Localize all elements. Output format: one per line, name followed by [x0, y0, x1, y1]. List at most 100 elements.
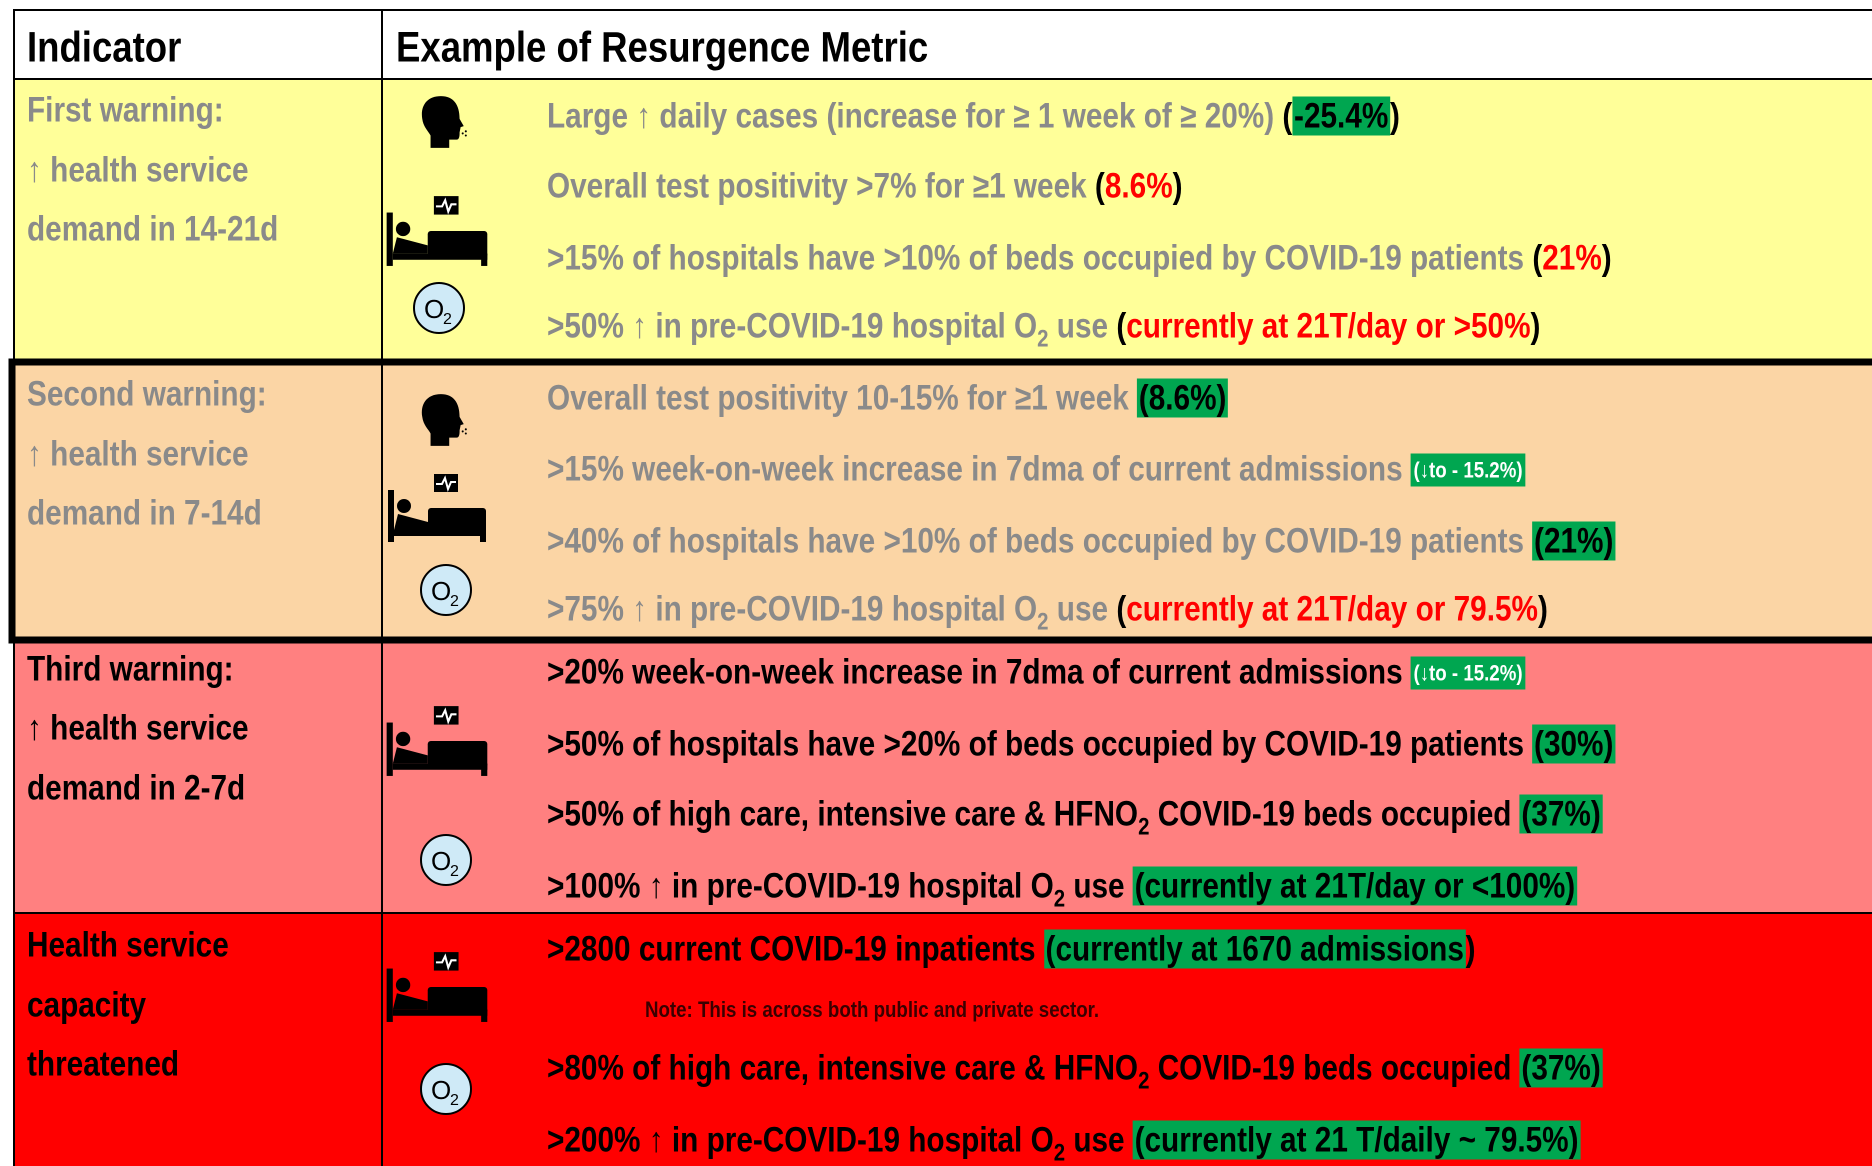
value: 8.6%	[1104, 166, 1173, 206]
o2-icon: O 2	[420, 834, 472, 886]
text: >50% ↑ in pre-COVID-19 hospital O	[547, 306, 1038, 346]
text: )	[1537, 589, 1548, 629]
value: (30%)	[1532, 724, 1616, 764]
text: >80% of high care, intensive care & HFNO	[547, 1048, 1139, 1088]
o2-label: O	[431, 846, 451, 876]
text: >15% week-on-week increase in 7dma of cu…	[547, 449, 1411, 489]
text: (	[1532, 238, 1543, 278]
o2-sub: 2	[443, 311, 452, 328]
indicator: ↑ health service	[27, 434, 249, 474]
o2-label: O	[431, 576, 451, 606]
o2-icon: O 2	[420, 564, 472, 616]
subscript: 2	[1053, 885, 1066, 913]
metric: >50% ↑ in pre-COVID-19 hospital O2 use (…	[547, 309, 1540, 352]
text: )	[1530, 306, 1541, 346]
value: 21%	[1542, 238, 1602, 278]
o2-sub: 2	[450, 1092, 459, 1109]
metric: Large ↑ daily cases (increase for ≥ 1 we…	[547, 96, 1400, 136]
o2-label: O	[424, 294, 444, 324]
subscript: 2	[1138, 1067, 1150, 1095]
metric: >2800 current COVID-19 inpatients (curre…	[547, 929, 1476, 969]
metric: >80% of high care, intensive care & HFNO…	[547, 1048, 1603, 1095]
text: >100% ↑ in pre-COVID-19 hospital O	[547, 866, 1054, 906]
subscript: 2	[1037, 608, 1049, 636]
text: use	[1048, 306, 1117, 346]
text: >15% of hospitals have >10% of beds occu…	[547, 238, 1533, 278]
metric: Overall test positivity 10-15% for ≥1 we…	[547, 378, 1229, 418]
subscript: 2	[1053, 1139, 1066, 1166]
value: (currently at 1670 admissions	[1043, 929, 1466, 969]
text: )	[1465, 929, 1476, 969]
text: Overall test positivity >7% for ≥1 week	[547, 166, 1095, 206]
text: >50% of hospitals have >20% of beds occu…	[547, 724, 1533, 764]
text: >200% ↑ in pre-COVID-19 hospital O	[547, 1120, 1054, 1160]
header-bg	[14, 10, 1872, 79]
indicator: Third warning:	[27, 649, 234, 689]
value: (8.6%)	[1137, 378, 1229, 418]
text: (	[1116, 589, 1127, 629]
text: )	[1172, 166, 1183, 206]
subscript: 2	[1037, 325, 1049, 353]
text: Overall test positivity 10-15% for ≥1 we…	[547, 378, 1138, 418]
row-bg	[14, 79, 1872, 360]
value: (↓to - 15.2%)	[1410, 656, 1526, 690]
o2-icon: O 2	[420, 1063, 472, 1115]
indicator: demand in 2-7d	[27, 768, 246, 808]
indicator: ↑ health service	[27, 150, 249, 190]
text: )	[1390, 96, 1400, 136]
metric: >75% ↑ in pre-COVID-19 hospital O2 use (…	[547, 592, 1548, 635]
o2-sub: 2	[450, 593, 459, 610]
o2-sub: 2	[450, 863, 459, 880]
indicator: threatened	[27, 1044, 180, 1084]
value: currently at 21T/day or 79.5%	[1126, 589, 1538, 629]
note: Note: This is across both public and pri…	[645, 997, 1100, 1022]
o2-label: O	[431, 1075, 451, 1105]
row-bg	[14, 360, 1872, 642]
metric: >20% week-on-week increase in 7dma of cu…	[547, 652, 1526, 692]
indicator: Health service	[27, 925, 229, 965]
text: (	[1116, 306, 1127, 346]
text: use	[1048, 589, 1117, 629]
value: -25.4%	[1292, 96, 1391, 136]
value: (21%)	[1532, 521, 1616, 561]
indicator: ↑ health service	[27, 708, 249, 748]
value: (37%)	[1519, 1048, 1603, 1088]
text: use	[1065, 1120, 1133, 1160]
text: COVID-19 beds occupied	[1149, 1048, 1520, 1088]
metric: >100% ↑ in pre-COVID-19 hospital O2 use …	[547, 866, 1577, 913]
text: (	[1282, 96, 1293, 136]
o2-icon: O 2	[413, 282, 465, 334]
column-header: Example of Resurgence Metric	[396, 23, 929, 72]
value: (currently at 21 T/daily ~ 79.5%)	[1132, 1120, 1581, 1160]
indicator: First warning:	[27, 90, 224, 130]
text: use	[1065, 866, 1133, 906]
indicator: demand in 7-14d	[27, 493, 262, 533]
indicator: capacity	[27, 985, 147, 1025]
value: (37%)	[1519, 794, 1603, 834]
metric: >50% of hospitals have >20% of beds occu…	[547, 724, 1616, 764]
metric: >15% of hospitals have >10% of beds occu…	[547, 241, 1612, 276]
text: Large ↑ daily cases (increase for ≥ 1 we…	[547, 96, 1283, 136]
metric: Overall test positivity >7% for ≥1 week …	[547, 169, 1183, 204]
text: >75% ↑ in pre-COVID-19 hospital O	[547, 589, 1038, 629]
text: COVID-19 beds occupied	[1149, 794, 1520, 834]
subscript: 2	[1138, 813, 1150, 841]
indicator: Second warning:	[27, 374, 267, 414]
text: >40% of hospitals have >10% of beds occu…	[547, 521, 1533, 561]
value: currently at 21T/day or >50%	[1126, 306, 1531, 346]
text: >20% week-on-week increase in 7dma of cu…	[547, 652, 1411, 692]
text: >50% of high care, intensive care & HFNO	[547, 794, 1139, 834]
metric: >40% of hospitals have >10% of beds occu…	[547, 521, 1616, 561]
value: (currently at 21T/day or <100%)	[1132, 866, 1577, 906]
text: (	[1094, 166, 1105, 206]
column-header: Indicator	[27, 23, 182, 72]
text: )	[1601, 238, 1612, 278]
text: >2800 current COVID-19 inpatients	[547, 929, 1044, 969]
metric: >15% week-on-week increase in 7dma of cu…	[547, 449, 1526, 489]
metric: >50% of high care, intensive care & HFNO…	[547, 794, 1603, 841]
indicator: demand in 14-21d	[27, 209, 279, 249]
metric: >200% ↑ in pre-COVID-19 hospital O2 use …	[547, 1120, 1581, 1166]
value: (↓to - 15.2%)	[1410, 453, 1526, 487]
